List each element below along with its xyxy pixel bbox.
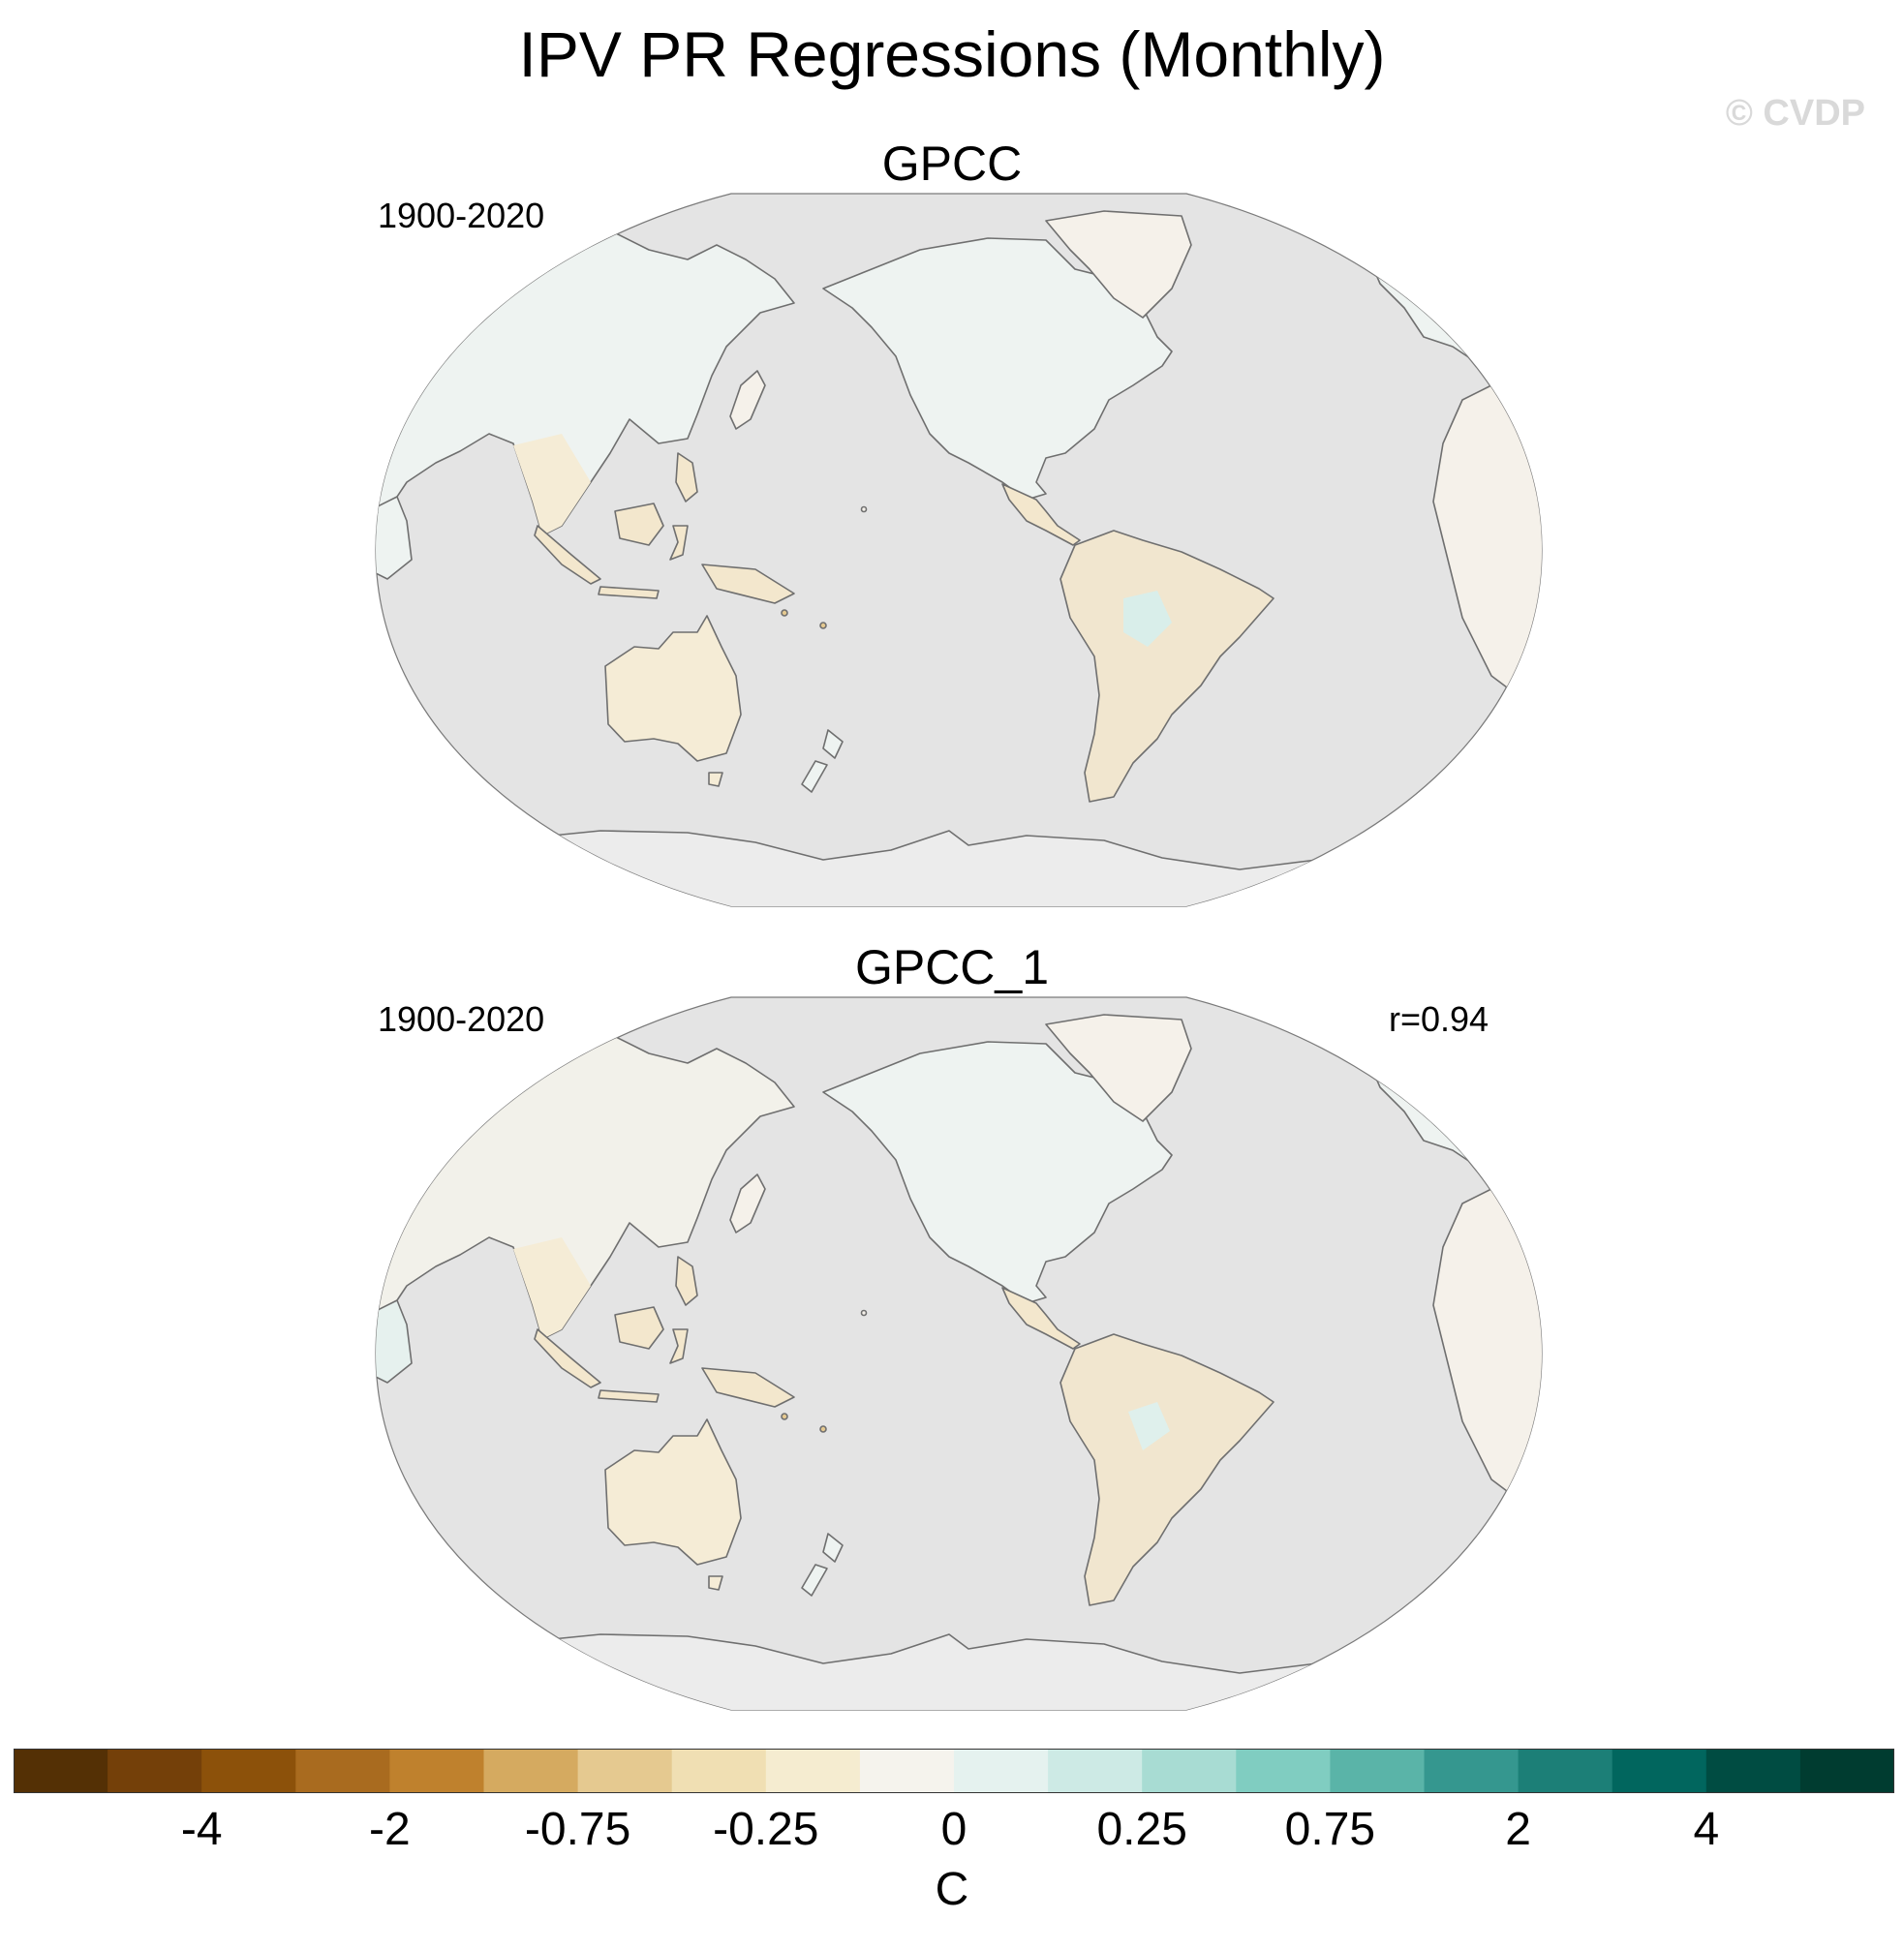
landmass-new-zealand [801, 1533, 844, 1597]
landmass-new-guinea [701, 564, 795, 604]
landmass-antarctica [376, 830, 1542, 906]
colorbar-box [1142, 1749, 1237, 1793]
island-samoa [781, 1413, 788, 1420]
colorbar-box [14, 1749, 108, 1793]
island-fiji [819, 1425, 827, 1433]
landmass-japan [729, 370, 766, 430]
world-map [375, 996, 1543, 1711]
landmass-north-america [822, 1041, 1173, 1304]
landmass-borneo [614, 1306, 664, 1350]
colorbar-units: C [935, 1864, 969, 1915]
colorbar-box [671, 1749, 767, 1793]
island-hawaii [860, 1309, 868, 1317]
landmass-north-america [822, 237, 1173, 501]
island-fiji [819, 622, 827, 629]
landmass-sulawesi [669, 525, 689, 561]
region-south-asia [513, 434, 591, 535]
landmass-philippines [675, 452, 698, 503]
colorbar-box [577, 1749, 673, 1793]
colorbar-box [389, 1749, 484, 1793]
colorbar-tick-label: -0.75 [524, 1804, 631, 1855]
island-samoa [781, 609, 788, 617]
island-hawaii [860, 505, 868, 513]
world-map [375, 193, 1543, 907]
colorbar-box [1236, 1749, 1331, 1793]
landmass-tasmania [708, 772, 723, 787]
region-south-asia [513, 1237, 591, 1339]
colorbar-outline [14, 1749, 1894, 1793]
landmass-south-america [1059, 1333, 1274, 1606]
colorbar-tick-label: 4 [1693, 1804, 1720, 1855]
landmass-java [598, 586, 660, 599]
colorbar-box [483, 1749, 579, 1793]
landmass-south-america [1059, 530, 1274, 803]
landmass-central-america [1001, 483, 1081, 546]
panel-title: GPCC_1 [854, 940, 1050, 994]
landmass-tasmania [708, 1575, 723, 1591]
colorbar-tick-label: -4 [180, 1804, 223, 1855]
landmass-greenland [1045, 210, 1192, 319]
landmass-arabia [376, 496, 413, 580]
landmass-new-guinea [701, 1367, 795, 1408]
landmass-sulawesi [669, 1328, 689, 1364]
colorbar-box [107, 1749, 202, 1793]
colorbar-tick-label: -2 [369, 1804, 411, 1855]
landmass-japan [729, 1173, 766, 1234]
landmass-borneo [614, 503, 664, 546]
colorbar-box [201, 1749, 296, 1793]
landmass-greenland [1045, 1014, 1192, 1122]
colorbar-box [954, 1749, 1049, 1793]
landmass-sumatra [534, 1328, 601, 1388]
colorbar-box [765, 1749, 861, 1793]
landmass-sumatra [534, 525, 601, 585]
region-amazon-positive [1128, 1402, 1170, 1450]
colorbar-box [859, 1749, 955, 1793]
colorbar-tick-label: 0 [940, 1804, 967, 1855]
colorbar-box [1048, 1749, 1143, 1793]
colorbar-tick-label: 2 [1505, 1804, 1531, 1855]
landmass-antarctica [376, 1633, 1542, 1710]
correlation-label: r=0.94 [1389, 999, 1489, 1039]
colorbar-box [1799, 1749, 1894, 1793]
colorbar-tick-label: 0.75 [1284, 1804, 1376, 1855]
colorbar-tick-label: -0.25 [713, 1804, 819, 1855]
period-label: 1900-2020 [378, 999, 545, 1039]
region-amazon-positive [1123, 591, 1172, 647]
period-label: 1900-2020 [378, 196, 545, 235]
colorbar-box [1330, 1749, 1425, 1793]
landmass-java [598, 1389, 660, 1403]
landmass-australia [604, 615, 742, 762]
colorbar-box [1424, 1749, 1520, 1793]
colorbar [14, 1749, 1894, 1793]
landmass-australia [604, 1418, 742, 1566]
colorbar-box [1518, 1749, 1613, 1793]
panel-title: GPCC [881, 137, 1023, 191]
colorbar-tick-label: 0.25 [1096, 1804, 1187, 1855]
landmass-central-america [1001, 1287, 1081, 1350]
figure-title: IPV PR Regressions (Monthly) [518, 18, 1386, 90]
colorbar-box [1612, 1749, 1707, 1793]
landmass-new-zealand [801, 729, 844, 793]
colorbar-box [295, 1749, 390, 1793]
landmass-philippines [675, 1256, 698, 1306]
landmass-arabia [376, 1299, 413, 1384]
watermark: © CVDP [1725, 93, 1865, 134]
colorbar-box [1705, 1749, 1801, 1793]
